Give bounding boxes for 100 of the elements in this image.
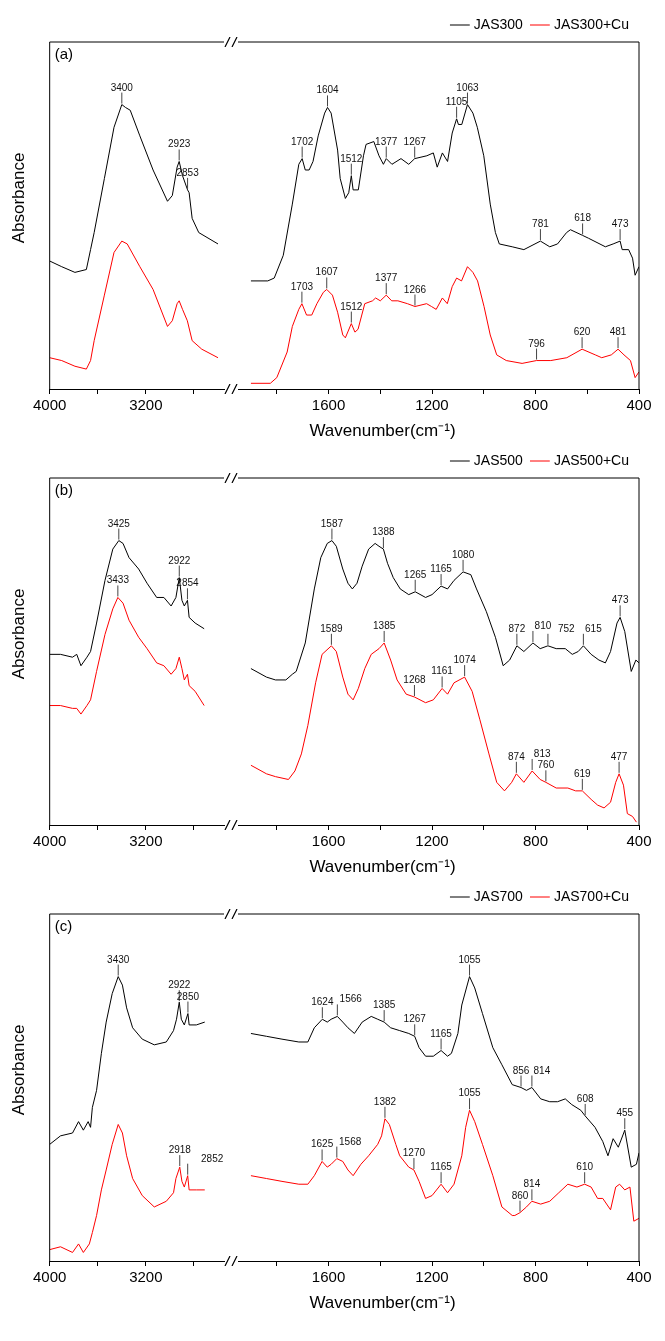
annotation: 2922 [168, 979, 191, 991]
x-axis-title: Wavenumber(cm⁻¹) [308, 420, 457, 440]
annotation: 2853 [176, 166, 200, 178]
annotation: 1055 [458, 1087, 482, 1099]
legend-label: JAS500 [473, 451, 524, 468]
annotation: 1055 [458, 953, 482, 965]
annotation: 3433 [106, 574, 130, 586]
annotation: 874 [508, 750, 526, 762]
legend-label: JAS700+Cu [553, 887, 629, 904]
annotation: 3400 [110, 81, 134, 93]
annotation: 615 [585, 622, 603, 634]
annotation: 1382 [373, 1095, 397, 1107]
annotation: 2922 [168, 554, 191, 566]
annotation: 1377 [375, 135, 398, 147]
annotation: 1703 [290, 280, 314, 292]
annotation: 860 [511, 1189, 529, 1201]
x-tick-label: 4000 [33, 1268, 67, 1286]
annotation: 1266 [403, 283, 427, 295]
y-axis-title: Absorbance [9, 1024, 29, 1116]
annotation: 1267 [403, 1013, 427, 1025]
annotation: 1512 [340, 300, 363, 312]
annotation: 752 [557, 622, 576, 634]
x-tick-label: 800 [523, 1268, 549, 1286]
x-tick-label: 4000 [33, 396, 67, 414]
annotation: 3430 [107, 953, 130, 965]
y-axis-title: Absorbance [9, 152, 29, 244]
x-tick-label: 3200 [129, 832, 163, 850]
annotation: 3425 [107, 517, 131, 529]
x-tick-label: 1200 [415, 832, 449, 850]
annotation: 1074 [453, 654, 477, 666]
annotation: 1607 [315, 266, 339, 278]
annotation: 1624 [311, 996, 334, 1008]
legend-label: JAS300 [473, 15, 524, 32]
x-tick-label: 800 [523, 832, 549, 850]
annotation: 1604 [316, 84, 340, 96]
x-tick-label: 400 [626, 832, 652, 850]
annotation: 455 [616, 1107, 634, 1119]
annotation: 610 [576, 1161, 594, 1173]
x-tick-label: 400 [626, 396, 652, 414]
annotation: 1625 [310, 1138, 334, 1150]
annotation: 473 [611, 218, 629, 230]
annotation: 481 [609, 326, 627, 338]
annotation: 473 [611, 594, 629, 606]
annotation: 477 [610, 750, 628, 762]
annotation: 1566 [339, 993, 363, 1005]
x-tick-label: 3200 [129, 1268, 163, 1286]
annotation: 608 [576, 1092, 594, 1104]
x-axis-title: Wavenumber(cm⁻¹) [308, 856, 457, 876]
annotation: 1512 [340, 152, 363, 164]
legend-label: JAS500+Cu [553, 451, 629, 468]
annotation: 1105 [445, 95, 468, 107]
x-tick-label: 1200 [415, 396, 449, 414]
x-tick-label: 3200 [129, 396, 163, 414]
annotation: 2852 [201, 1152, 224, 1164]
annotation: 2918 [168, 1144, 192, 1156]
annotation: 620 [573, 326, 591, 338]
annotation: 813 [533, 747, 551, 759]
annotation: 1161 [431, 665, 454, 677]
x-tick-label: 1600 [311, 396, 346, 414]
annotation: 1702 [291, 135, 314, 147]
annotation: 810 [534, 619, 552, 631]
annotation: 1568 [339, 1135, 362, 1147]
chart-title: (c) [54, 916, 73, 934]
annotation: 1388 [372, 526, 395, 538]
annotation: 1377 [375, 272, 398, 284]
annotation: 1385 [373, 999, 396, 1011]
annotation: 619 [574, 767, 592, 779]
x-tick-label: 800 [523, 396, 549, 414]
annotation: 1385 [373, 619, 396, 631]
annotation: 814 [523, 1178, 541, 1190]
x-tick-label: 1600 [311, 1268, 346, 1286]
annotation: 796 [528, 337, 546, 349]
x-tick-label: 4000 [33, 832, 67, 850]
legend-label: JAS300+Cu [553, 15, 629, 32]
chart-title: (a) [54, 44, 74, 62]
annotation: 1265 [404, 568, 427, 580]
annotation: 1165 [430, 1161, 453, 1173]
y-axis-title: Absorbance [9, 588, 29, 680]
annotation: 2923 [168, 138, 191, 150]
annotation: 1165 [430, 563, 453, 575]
x-axis-title: Wavenumber(cm⁻¹) [308, 1292, 457, 1312]
annotation: 1267 [403, 135, 427, 147]
annotation: 1165 [430, 1027, 453, 1039]
legend-label: JAS700 [473, 887, 524, 904]
annotation: 1268 [403, 674, 426, 686]
annotation: 872 [508, 622, 526, 634]
annotation: 1080 [451, 548, 475, 560]
annotation: 856 [512, 1064, 530, 1076]
x-tick-label: 1600 [311, 832, 346, 850]
annotation: 760 [537, 759, 555, 771]
x-tick-label: 1200 [415, 1268, 449, 1286]
annotation: 618 [574, 212, 592, 224]
x-tick-label: 400 [626, 1268, 652, 1286]
annotation: 1063 [456, 81, 480, 93]
annotation: 814 [533, 1064, 551, 1076]
annotation: 781 [532, 218, 550, 230]
annotation: 1587 [320, 517, 344, 529]
annotation: 1589 [320, 622, 343, 634]
annotation: 1270 [402, 1146, 426, 1158]
chart-title: (b) [54, 480, 74, 498]
